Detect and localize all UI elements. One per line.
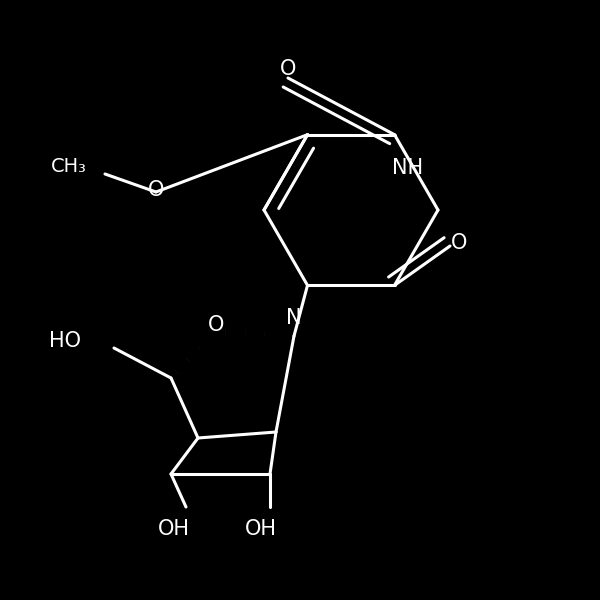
Text: OH: OH (158, 519, 190, 539)
Text: N: N (286, 308, 302, 328)
Text: O: O (280, 59, 296, 79)
Text: O: O (208, 315, 224, 335)
Text: O: O (148, 180, 164, 200)
Text: NH: NH (392, 158, 424, 178)
Text: O: O (451, 233, 467, 253)
Text: OH: OH (245, 519, 277, 539)
Text: CH₃: CH₃ (51, 157, 87, 176)
Text: HO: HO (49, 331, 81, 351)
